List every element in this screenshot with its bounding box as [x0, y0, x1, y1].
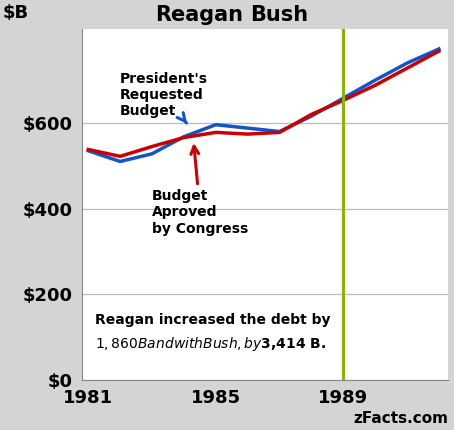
Text: Budget
Aproved
by Congress: Budget Aproved by Congress [152, 146, 248, 236]
Text: zFacts.com: zFacts.com [354, 411, 449, 426]
Text: Bush: Bush [251, 5, 309, 25]
Text: $1,860 B  and with Bush, by  $3,414 B.: $1,860 B and with Bush, by $3,414 B. [95, 335, 326, 353]
Text: Reagan: Reagan [155, 5, 243, 25]
Y-axis label: $B: $B [3, 4, 29, 22]
Text: President's
Requested
Budget: President's Requested Budget [120, 72, 208, 123]
Text: Reagan increased the debt by: Reagan increased the debt by [95, 313, 330, 327]
